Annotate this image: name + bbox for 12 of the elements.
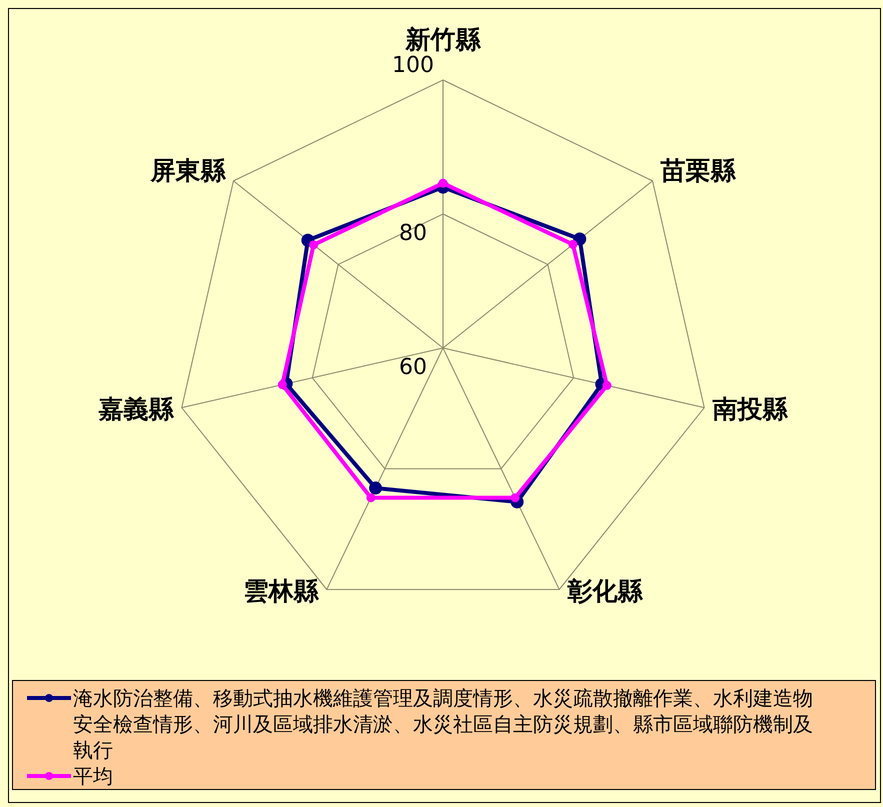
y-tick-label: 60 (399, 355, 427, 380)
spoke-label: 新竹縣 (404, 25, 482, 54)
spoke-label: 雲林縣 (244, 576, 320, 606)
spoke-label: 嘉義縣 (98, 394, 175, 424)
spoke-label: 苗栗縣 (660, 156, 737, 185)
spoke-label: 彰化縣 (566, 576, 644, 606)
y-tick-label: 80 (399, 221, 427, 246)
legend-label: 淹水防治整備、移動式抽水機維護管理及調度情形、水災疏散撤離作業、水利建造物安全檢查情形、河川及區域排水清淤、水災社區自主防災規劃、縣市區域聯防機制及執行 (73, 685, 813, 763)
spoke-label: 屏東縣 (149, 156, 226, 185)
legend-label: 平均 (73, 763, 114, 789)
spoke-label: 南投縣 (711, 394, 788, 424)
y-tick-label: 100 (392, 53, 434, 78)
